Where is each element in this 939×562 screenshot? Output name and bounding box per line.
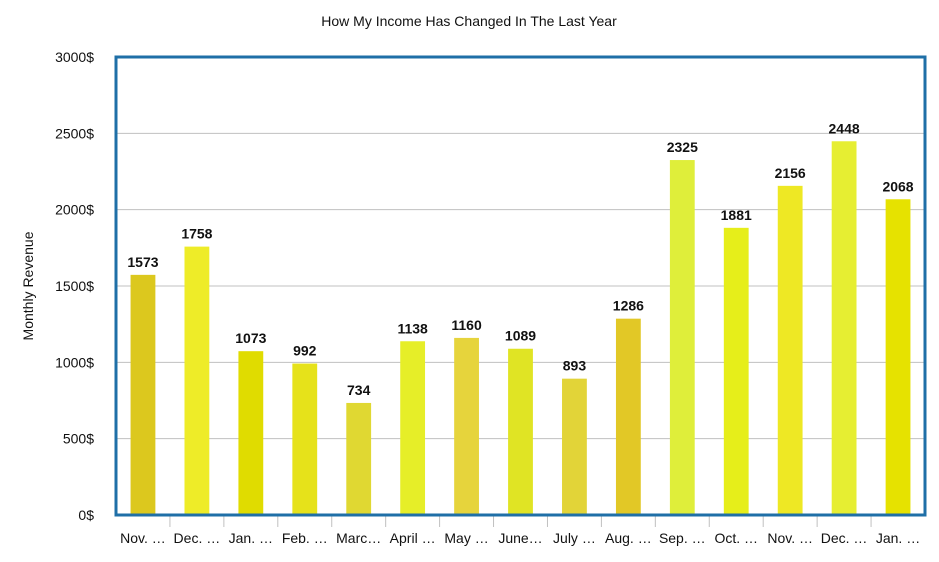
bar-value-label: 734 <box>347 382 371 398</box>
bar <box>508 348 533 515</box>
bar-value-label: 2068 <box>882 178 913 194</box>
x-tick-label: Aug. … <box>605 530 652 546</box>
y-tick-label: 3000$ <box>55 49 94 65</box>
bar-value-label: 2156 <box>775 165 806 181</box>
chart-title: How My Income Has Changed In The Last Ye… <box>321 13 617 29</box>
y-tick-label: 1500$ <box>55 278 94 294</box>
bar <box>400 341 426 515</box>
x-tick-label: Feb. … <box>282 530 328 546</box>
bar-value-label: 1758 <box>181 226 212 242</box>
bar-value-label: 992 <box>293 343 317 359</box>
x-tick-label: June… <box>498 530 542 546</box>
bar <box>669 160 695 516</box>
plot-frame <box>114 55 927 517</box>
bar <box>885 199 911 515</box>
bar-value-label: 1286 <box>613 298 644 314</box>
y-tick-label: 2500$ <box>55 125 94 141</box>
x-tick-label: Nov. … <box>120 530 166 546</box>
x-tick-labels: Nov. … Dec. … Jan. … Feb. … Marc… April … May … <box>120 515 920 546</box>
x-tick-label: Sep. … <box>659 530 706 546</box>
y-tick-label: 500$ <box>63 431 94 447</box>
bar-value-label: 1138 <box>397 320 428 336</box>
bar-value-label: 1089 <box>505 328 536 344</box>
bar <box>831 141 857 515</box>
x-tick-label: May … <box>444 530 488 546</box>
y-tick-label: 1000$ <box>55 354 94 370</box>
bar <box>130 274 156 515</box>
bar-value-label: 893 <box>563 358 587 374</box>
bar <box>777 185 803 516</box>
bar-value-label: 1881 <box>721 207 752 223</box>
bar <box>723 227 749 516</box>
y-tick-label: 0$ <box>78 507 94 523</box>
bar-value-label: 1160 <box>451 317 482 333</box>
bar-value-label: 1573 <box>127 254 158 270</box>
x-tick-label: Oct. … <box>714 530 758 546</box>
x-tick-label: Nov. … <box>767 530 813 546</box>
bar <box>562 378 587 515</box>
data-labels: 1573 1758 1073 992 734 1138 1160 1089 893 1286 232… <box>127 120 913 398</box>
x-tick-label: Jan. … <box>229 530 273 546</box>
x-tick-label: April … <box>390 530 436 546</box>
bar <box>615 318 641 515</box>
bar <box>292 363 318 515</box>
x-tick-label: July … <box>553 530 596 546</box>
bar <box>238 351 264 515</box>
y-axis-label: Monthly Revenue <box>20 231 36 340</box>
bar-value-label: 1073 <box>235 330 266 346</box>
y-tick-label: 2000$ <box>55 202 94 218</box>
x-tick-label: Marc… <box>336 530 381 546</box>
x-tick-label: Dec. … <box>821 530 868 546</box>
x-tick-label: Jan. … <box>876 530 920 546</box>
bar-value-label: 2448 <box>829 120 860 136</box>
x-tick-label: Dec. … <box>174 530 221 546</box>
bar <box>184 246 210 515</box>
bar-value-label: 2325 <box>667 139 698 155</box>
bar <box>454 337 479 515</box>
bars <box>130 141 911 516</box>
bar <box>346 402 372 515</box>
y-tick-labels: 0$ 500$ 1000$ 1500$ 2000$ 2500$ 3000$ <box>55 49 94 523</box>
